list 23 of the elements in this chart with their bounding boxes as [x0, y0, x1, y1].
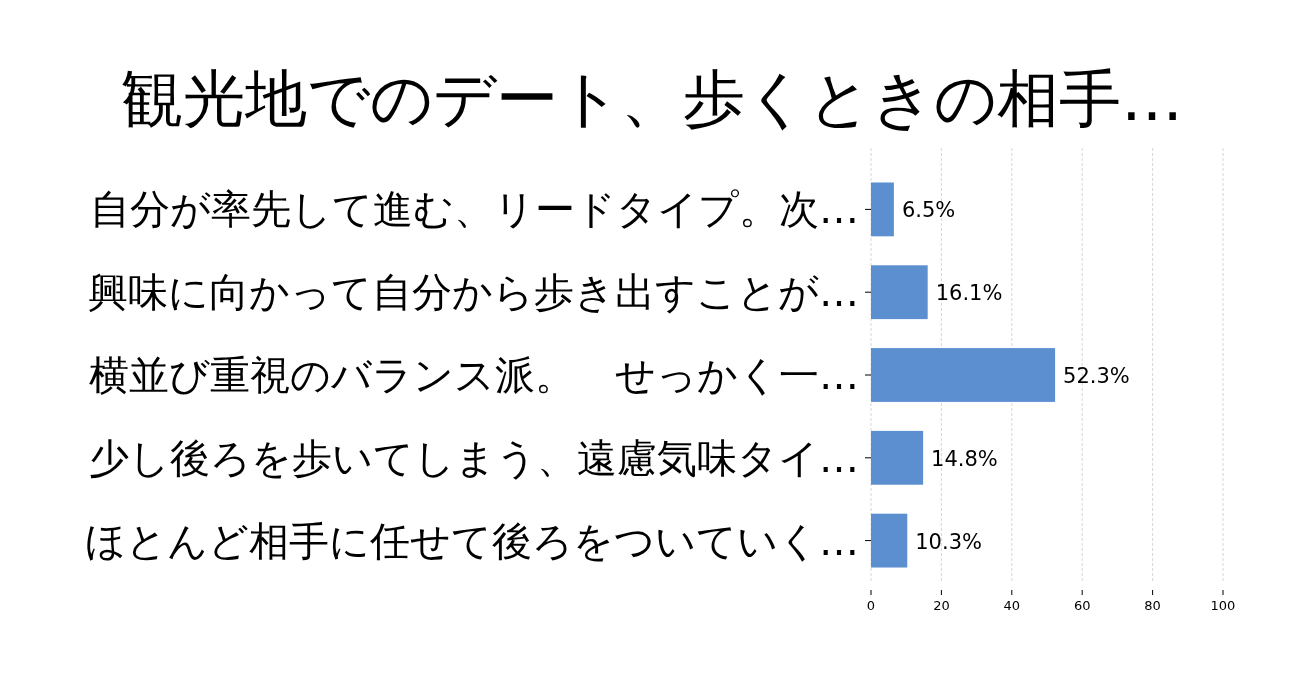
plot: 0 20 40 60 80 100 自分が率先して進む、リードタイプ。次… 6.5% 興味に向かって自分から歩き出すことが… 16.1% 横並び重視のバランス派。 せっかく一… 52.3% 少し後ろを歩いてしまう、遠慮気味タイ… 14.8% ほとんど相手に任せて後ろをついていく… 10.3% [85, 147, 1236, 613]
y-tick-label: 少し後ろを歩いてしまう、遠慮気味タイ… [89, 434, 859, 481]
x-tick-label: 0 [866, 598, 876, 613]
bar [871, 430, 924, 485]
bar [871, 513, 908, 568]
x-tick-label: 80 [1144, 598, 1161, 613]
bar [871, 265, 928, 320]
bar [871, 182, 894, 237]
x-tick-label: 60 [1073, 598, 1091, 613]
data-label: 10.3% [915, 529, 982, 554]
y-tick-label: ほとんど相手に任せて後ろをついていく… [85, 517, 859, 564]
y-tick-label: 自分が率先して進む、リードタイプ。次… [90, 186, 859, 233]
data-label: 14.8% [931, 446, 998, 471]
y-tick-label: 興味に向かって自分から歩き出すことが… [88, 269, 859, 316]
data-label: 52.3% [1063, 364, 1130, 388]
x-tick-label: 20 [933, 598, 950, 613]
title: 観光地でのデート、歩くときの相手… [121, 62, 1183, 135]
x-tick-label: 40 [1003, 598, 1021, 613]
x-tick-label: 100 [1210, 598, 1236, 613]
data-label: 16.1% [935, 281, 1003, 306]
data-label: 6.5% [901, 198, 956, 223]
bar [871, 348, 1056, 402]
y-tick-label: 横並び重視のバランス派。 せっかく一… [89, 352, 859, 398]
